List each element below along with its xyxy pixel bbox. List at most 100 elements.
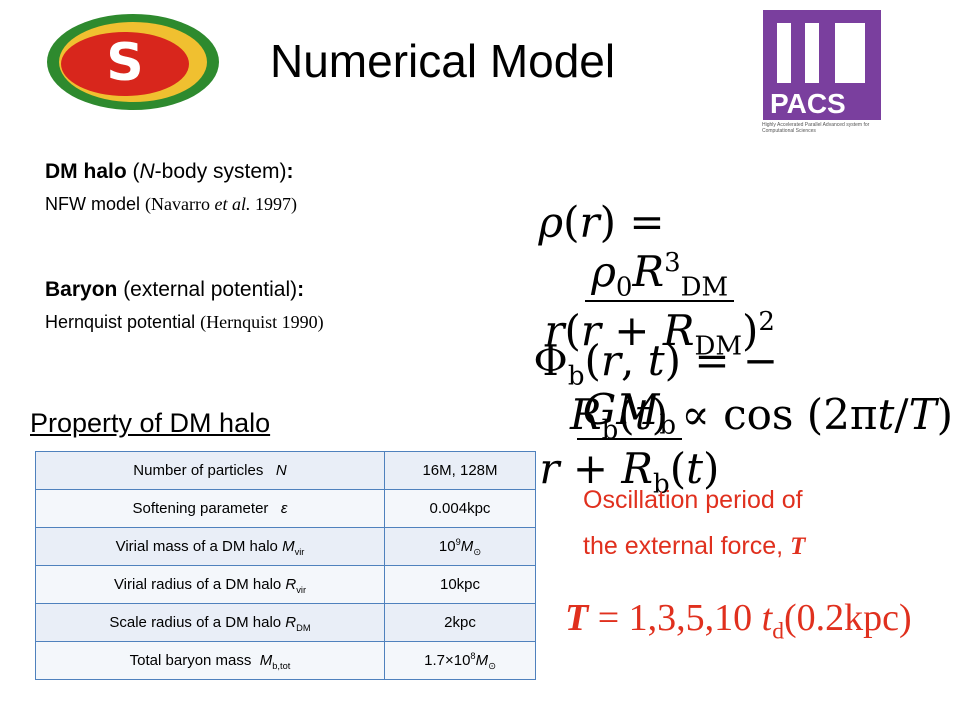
formula-rho: ρ(r) = ρ0R3DM r(r + RDM)2 (485, 145, 781, 404)
text-segment: T (565, 597, 589, 639)
text-segment: ( (563, 197, 580, 247)
text-segment: vir (294, 547, 305, 557)
table-row: Virial radius of a DM halo Rvir 10kpc (35, 565, 536, 604)
text-segment: : (286, 160, 294, 183)
text-segment: ε (280, 500, 288, 517)
title: Numerical Model (270, 35, 616, 87)
text-segment: N (139, 160, 155, 183)
text-segment: b,tot (272, 661, 291, 671)
text-segment: ) (742, 305, 759, 355)
table-row: Total baryon mass Mb,tot 1.7×108M⊙ (35, 641, 536, 680)
text-segment: DM halo (45, 160, 127, 183)
text-segment: Number of particles (133, 462, 276, 479)
table-cell: Total baryon mass Mb,tot (35, 641, 385, 680)
text-segment: : (297, 278, 305, 301)
table-row: Virial mass of a DM halo Mvir 109M⊙ (35, 527, 536, 566)
text-segment: GM (582, 384, 660, 434)
table-row: Number of particles N 16M, 128M (35, 451, 536, 490)
text-segment: t (634, 390, 652, 439)
baryon-model: Hernquist potential (Hernquist 1990) (45, 312, 324, 333)
dm-model: NFW model (Navarro et al. 1997) (45, 194, 297, 215)
text-segment: Baryon (45, 278, 118, 301)
text-segment: R (621, 443, 654, 493)
table-cell: 2kpc (384, 603, 536, 642)
text-segment: b (659, 409, 676, 440)
table-row: Softening parameter ε 0.004kpc (35, 489, 536, 528)
text-segment: t (686, 443, 703, 493)
text-segment: ρ (538, 197, 564, 247)
text-segment: b (601, 415, 619, 446)
text-segment: 9 (455, 537, 461, 547)
text-segment: r (600, 335, 621, 385)
logo-caption: Highly Accelerated Parallel Advanced sys… (762, 122, 870, 134)
text-segment: ( (669, 443, 687, 493)
text-segment: r (580, 305, 601, 355)
table-row: Scale radius of a DM halo RDM 2kpc (35, 603, 536, 642)
svg-text:S: S (106, 33, 143, 93)
table-cell: Virial radius of a DM halo Rvir (35, 565, 385, 604)
text-segment: b (567, 360, 585, 391)
table-cell: 10kpc (384, 565, 536, 604)
text-segment: Total baryon mass (129, 652, 260, 669)
text-segment: ( (618, 390, 635, 439)
text-segment: M (259, 652, 273, 669)
table-cell: Scale radius of a DM halo RDM (35, 603, 385, 642)
text-segment: , (620, 335, 648, 385)
table-cell: 0.004kpc (384, 489, 536, 528)
text-segment: Oscillation period of (583, 486, 803, 514)
text-segment: + (559, 443, 622, 493)
text-segment: NFW model (45, 194, 146, 214)
table-cell: Number of particles N (35, 451, 385, 490)
text-segment: ⊙ (488, 661, 496, 671)
text-segment: 2kpc (444, 614, 476, 631)
baryon-heading: Baryon (external potential): (45, 278, 304, 302)
text-segment: 1997) (250, 194, 297, 214)
text-segment: 0.004kpc (429, 500, 491, 517)
text-segment: ) ∝ cos (2π (651, 390, 878, 439)
text-segment: ( (126, 160, 140, 183)
text-segment: 8 (470, 651, 476, 661)
text-segment: DM (694, 330, 743, 361)
text-segment: Softening parameter (132, 500, 281, 517)
text-segment: -body system) (154, 160, 287, 183)
period-line2: the external force, T (583, 532, 805, 561)
property-heading: Property of DM halo (30, 408, 271, 438)
text-segment: M (475, 652, 489, 669)
text-segment: R (285, 614, 297, 631)
text-segment: ρ (591, 246, 616, 296)
formula-phi: Φb(r, t) = − GMb r + Rb(t) (480, 283, 778, 542)
text-segment: T (908, 390, 937, 439)
text-segment: b (653, 468, 670, 499)
text-segment: t (647, 335, 665, 385)
text-segment: + (600, 305, 663, 355)
text-segment: r (539, 443, 560, 493)
table-cell: Softening parameter ε (35, 489, 385, 528)
text-segment: (external potential) (117, 278, 298, 301)
text-segment: ( (564, 305, 581, 355)
formula-rb: Rb(t) ∝ cos (2πt/T) (570, 390, 953, 443)
text-segment: M (282, 538, 295, 555)
table-cell: 109M⊙ (384, 527, 536, 566)
property-table: Number of particles N 16M, 128M Softening … (35, 451, 536, 680)
text-segment: (0.2kpc) (784, 597, 912, 639)
text-segment: Virial mass of a DM halo (115, 538, 283, 555)
text-segment: 3 (664, 247, 681, 278)
text-segment: M (460, 538, 474, 555)
period-line1: Oscillation period of (583, 486, 803, 515)
text-segment: N (275, 462, 287, 479)
text-segment: Virial radius of a DM halo (113, 576, 286, 593)
text-segment: R (662, 305, 695, 355)
text-segment: et al. (214, 194, 251, 214)
text-segment: T (790, 533, 806, 560)
text-segment: ) (936, 390, 953, 439)
text-segment: Hernquist potential (45, 312, 201, 332)
logo-right (763, 10, 881, 120)
text-segment: ) = − (664, 335, 779, 385)
text-segment: = 1,3,5,10 (588, 597, 762, 639)
logo-left: S (47, 14, 219, 110)
text-segment: ) (702, 443, 720, 493)
text-segment: 10 (438, 538, 456, 555)
text-segment: t (761, 597, 773, 639)
text-segment: R (632, 246, 665, 296)
logo-text: PACS (770, 88, 846, 119)
